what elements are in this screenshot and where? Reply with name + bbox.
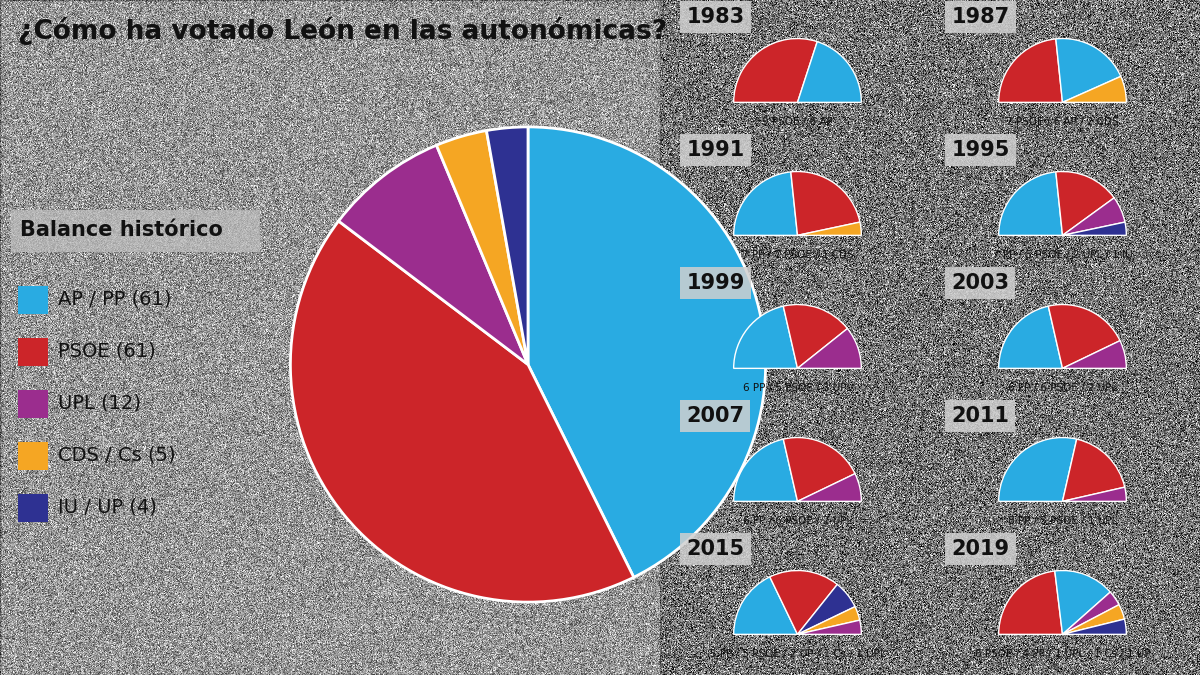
- Wedge shape: [770, 570, 838, 634]
- Wedge shape: [733, 439, 798, 502]
- Wedge shape: [1056, 38, 1121, 103]
- Wedge shape: [338, 145, 528, 365]
- Wedge shape: [784, 304, 847, 369]
- Bar: [18, 338, 48, 366]
- Text: PSOE (61): PSOE (61): [58, 342, 156, 360]
- Text: 5 PP / 5 PSOE / 2 UP / 1 Cs / 1 UPL: 5 PP / 5 PSOE / 2 UP / 1 Cs / 1 UPL: [709, 649, 886, 659]
- Bar: [18, 390, 48, 418]
- Text: 6 PP / 6 PSOE / 2 UPL: 6 PP / 6 PSOE / 2 UPL: [743, 516, 852, 526]
- Wedge shape: [437, 130, 528, 364]
- Wedge shape: [1062, 341, 1127, 369]
- Wedge shape: [998, 571, 1062, 634]
- Wedge shape: [1062, 592, 1120, 634]
- Wedge shape: [1062, 76, 1127, 103]
- Wedge shape: [784, 437, 856, 502]
- Wedge shape: [791, 171, 860, 236]
- Text: 2019: 2019: [952, 539, 1009, 559]
- Wedge shape: [733, 38, 817, 103]
- Text: IU / UP (4): IU / UP (4): [58, 497, 157, 516]
- Wedge shape: [798, 222, 862, 236]
- Wedge shape: [998, 172, 1062, 236]
- Text: 7 PP / 5 PSOE / 2 UPL / 1 IU: 7 PP / 5 PSOE / 2 UPL / 1 IU: [992, 250, 1133, 260]
- Wedge shape: [1062, 487, 1127, 502]
- Text: Balance histórico: Balance histórico: [20, 220, 223, 240]
- Wedge shape: [1062, 619, 1127, 634]
- Wedge shape: [733, 577, 798, 634]
- Text: AP / PP (61): AP / PP (61): [58, 290, 172, 308]
- Text: UPL (12): UPL (12): [58, 394, 142, 412]
- Wedge shape: [733, 306, 798, 369]
- Text: 8 PP / 5 PSOE / 1 UPL: 8 PP / 5 PSOE / 1 UPL: [1008, 516, 1117, 526]
- Text: 1995: 1995: [952, 140, 1009, 160]
- Text: 2011: 2011: [952, 406, 1009, 426]
- Text: 7 PP / 7 PSOE / 1 CDS: 7 PP / 7 PSOE / 1 CDS: [742, 250, 853, 260]
- Wedge shape: [798, 474, 862, 502]
- FancyBboxPatch shape: [0, 0, 660, 675]
- Wedge shape: [486, 127, 528, 364]
- Text: 1983: 1983: [686, 7, 744, 27]
- Text: 1991: 1991: [686, 140, 744, 160]
- Wedge shape: [1055, 570, 1110, 634]
- Text: 1987: 1987: [952, 7, 1009, 27]
- Wedge shape: [1062, 222, 1127, 236]
- Wedge shape: [798, 607, 859, 634]
- Text: 6 PP / 6 PSOE / 2 UPL: 6 PP / 6 PSOE / 2 UPL: [1008, 383, 1117, 393]
- Wedge shape: [798, 620, 862, 634]
- Text: 9 PSOE / 6 AP: 9 PSOE / 6 AP: [762, 117, 833, 127]
- Bar: [18, 442, 48, 470]
- Wedge shape: [998, 39, 1062, 103]
- Text: ¿Cómo ha votado León en las autonómicas?: ¿Cómo ha votado León en las autonómicas?: [18, 17, 667, 45]
- Wedge shape: [1056, 171, 1114, 236]
- Bar: [18, 494, 48, 522]
- Wedge shape: [1062, 605, 1124, 634]
- FancyBboxPatch shape: [11, 210, 260, 252]
- Text: 2003: 2003: [952, 273, 1009, 293]
- Wedge shape: [1062, 439, 1124, 502]
- Wedge shape: [798, 585, 856, 634]
- Text: 2015: 2015: [686, 539, 744, 559]
- Wedge shape: [798, 42, 862, 103]
- Wedge shape: [998, 306, 1062, 369]
- Text: CDS / Cs (5): CDS / Cs (5): [58, 446, 175, 464]
- Text: 6 PSOE / 4 PP / 1 UPL / 1 Cs / 1 UP: 6 PSOE / 4 PP / 1 UPL / 1 Cs / 1 UP: [974, 649, 1151, 659]
- Wedge shape: [528, 127, 766, 577]
- Wedge shape: [798, 329, 862, 369]
- Text: 1999: 1999: [686, 273, 744, 293]
- Wedge shape: [733, 172, 798, 236]
- Wedge shape: [1049, 304, 1120, 369]
- Wedge shape: [290, 221, 634, 602]
- Text: 7 PSOE / 6 AP / 2 CDS: 7 PSOE / 6 AP / 2 CDS: [1006, 117, 1118, 127]
- Text: 6 PP / 5 PSOE / 3 UPL: 6 PP / 5 PSOE / 3 UPL: [743, 383, 852, 393]
- Text: 2007: 2007: [686, 406, 744, 426]
- Wedge shape: [1062, 198, 1124, 236]
- Bar: [18, 286, 48, 314]
- Wedge shape: [998, 437, 1076, 502]
